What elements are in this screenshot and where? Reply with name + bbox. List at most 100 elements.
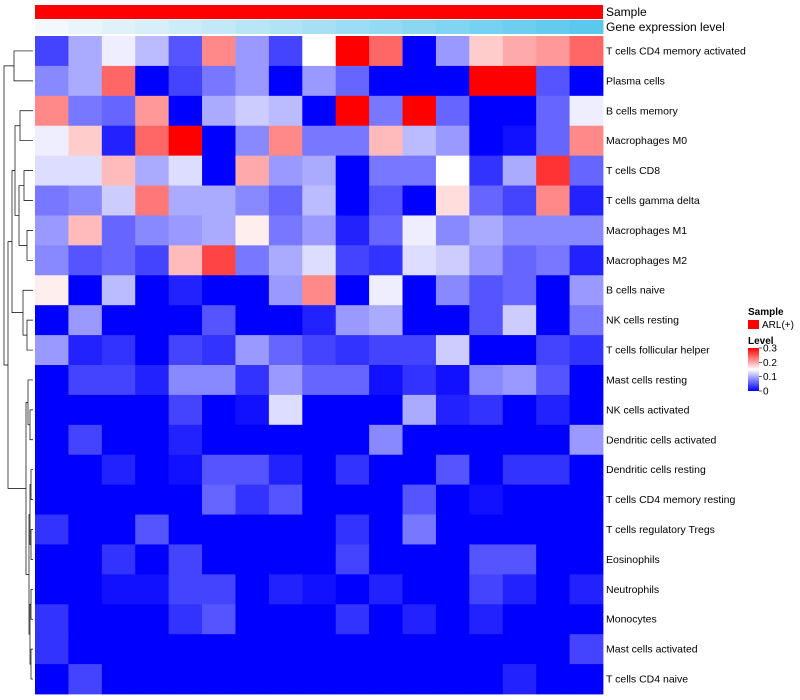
heatmap-cell: [302, 245, 337, 276]
row-label: Dendritic cells resting: [606, 464, 706, 476]
heatmap-cell: [68, 484, 103, 515]
heatmap-cell: [435, 215, 470, 246]
heatmap-cell: [135, 574, 170, 605]
dendrogram-branch: [3, 65, 14, 366]
heatmap-cell: [202, 365, 236, 396]
heatmap-cell: [135, 604, 170, 635]
heatmap-cell: [402, 305, 437, 336]
heatmap-cell: [101, 454, 136, 486]
heatmap-cell: [268, 305, 303, 336]
heatmap-cell: [469, 514, 504, 545]
heatmap-cell: [202, 424, 236, 456]
heatmap-cell: [536, 125, 570, 157]
heatmap-cell: [68, 604, 103, 635]
heatmap-cell: [335, 394, 370, 426]
heatmap-cell: [335, 245, 370, 276]
heatmap-cell: [101, 394, 136, 426]
heatmap-cell: [536, 544, 570, 575]
heatmap-cell: [35, 155, 69, 186]
row-label: T cells CD8: [606, 165, 660, 177]
heatmap-cell: [402, 544, 437, 575]
heatmap-cell: [369, 365, 403, 396]
heatmap-cell: [268, 125, 303, 157]
row-label: T cells follicular helper: [606, 345, 710, 357]
annotation-label-expression: Gene expression level: [606, 20, 725, 34]
heatmap-cell: [369, 664, 403, 695]
heatmap-cell: [168, 664, 203, 695]
heatmap-cell: [135, 155, 170, 186]
heatmap-cell: [335, 365, 370, 396]
dendrogram-branch: [7, 241, 26, 489]
heatmap-cell: [235, 215, 270, 246]
annotation-cell-expression: [502, 20, 537, 34]
heatmap-cell: [235, 544, 270, 575]
heatmap-cell: [435, 365, 470, 396]
heatmap-cell: [302, 544, 337, 575]
heatmap-cell: [268, 454, 303, 486]
heatmap-cell: [536, 514, 570, 545]
heatmap-cell: [435, 335, 470, 366]
heatmap-cell: [569, 604, 604, 635]
heatmap-cell: [469, 574, 504, 605]
heatmap-cell: [569, 185, 604, 216]
heatmap-cell: [68, 664, 103, 695]
heatmap-cell: [202, 245, 236, 276]
heatmap-cell: [469, 215, 504, 246]
row-label: Macrophages M2: [606, 255, 687, 267]
heatmap-cell: [369, 215, 403, 246]
heatmap-cell: [202, 95, 236, 127]
annotation-track-sample: [35, 5, 603, 19]
heatmap-cell: [68, 305, 103, 336]
heatmap-cell: [569, 514, 604, 545]
heatmap-cell: [569, 36, 604, 67]
row-label: B cells naive: [606, 285, 665, 297]
heatmap-cell: [202, 664, 236, 695]
heatmap-cell: [469, 335, 504, 366]
heatmap-cell: [569, 394, 604, 426]
heatmap-cell: [202, 185, 236, 216]
heatmap-cell: [135, 424, 170, 456]
heatmap-cell: [469, 365, 504, 396]
heatmap-cell: [402, 484, 437, 515]
heatmap-cell: [35, 424, 69, 456]
heatmap-cell: [235, 65, 270, 97]
annotation-cell-expression: [35, 20, 69, 34]
heatmap-cell: [435, 155, 470, 186]
heatmap-cell: [268, 365, 303, 396]
heatmap-cell: [502, 36, 537, 67]
heatmap-cell: [268, 95, 303, 127]
heatmap-cell: [202, 634, 236, 665]
heatmap-cell: [202, 394, 236, 426]
heatmap-cell: [469, 36, 504, 67]
heatmap-cell: [101, 604, 136, 635]
heatmap-cell: [536, 36, 570, 67]
heatmap-cell: [469, 424, 504, 456]
annotation-label-sample: Sample: [606, 5, 647, 19]
annotation-cell-expression: [135, 20, 170, 34]
heatmap-cell: [168, 185, 203, 216]
dendrogram-branch: [11, 170, 23, 314]
heatmap-cell: [68, 544, 103, 575]
heatmap-cell: [235, 275, 270, 306]
heatmap-cell: [68, 185, 103, 216]
heatmap-cell: [369, 245, 403, 276]
heatmap-cell: [335, 95, 370, 127]
heatmap-cell: [135, 36, 170, 67]
heatmap-cell: [302, 155, 337, 186]
heatmap-cell: [536, 484, 570, 515]
heatmap-cell: [202, 305, 236, 336]
heatmap-cell: [268, 394, 303, 426]
heatmap-cell: [168, 305, 203, 336]
heatmap-cell: [235, 394, 270, 426]
heatmap-cell: [402, 664, 437, 695]
row-label: NK cells resting: [606, 315, 679, 327]
heatmap-cell: [235, 335, 270, 366]
heatmap-cell: [435, 185, 470, 216]
heatmap-cell: [435, 245, 470, 276]
heatmap-cell: [135, 65, 170, 97]
row-label: T cells regulatory Tregs: [606, 524, 715, 536]
heatmap-cell: [168, 65, 203, 97]
heatmap-cell: [68, 275, 103, 306]
heatmap-cell: [302, 275, 337, 306]
heatmap-cell: [502, 484, 537, 515]
